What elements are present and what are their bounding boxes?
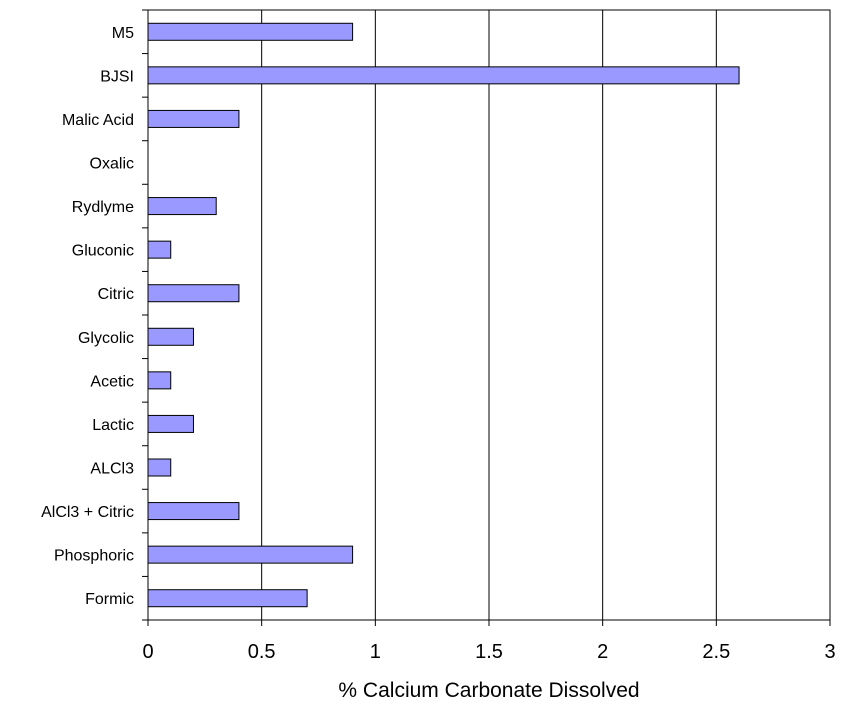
x-tick-label: 2.5 xyxy=(702,641,730,663)
bar xyxy=(147,371,172,390)
bar xyxy=(147,284,240,303)
x-tick-label: 1 xyxy=(370,641,381,663)
category-label: Rydlyme xyxy=(72,199,134,216)
bar xyxy=(147,502,240,521)
category-label: M5 xyxy=(112,25,134,42)
x-tick-label: 0 xyxy=(142,641,153,663)
x-tick-label: 2 xyxy=(597,641,608,663)
category-label: Gluconic xyxy=(72,243,134,260)
x-tick-label: 0.5 xyxy=(248,641,276,663)
category-label: AlCl3 + Citric xyxy=(41,504,134,521)
gridlines xyxy=(261,10,717,620)
category-label: Oxalic xyxy=(90,156,134,173)
bar xyxy=(147,589,308,608)
bar xyxy=(147,22,354,41)
bars xyxy=(147,22,740,608)
category-label: Glycolic xyxy=(78,330,134,347)
x-tick-label: 3 xyxy=(824,641,835,663)
bar xyxy=(147,66,740,85)
category-labels: M5 BJSI Malic Acid Oxalic Rydlyme Gluconic Cit… xyxy=(41,25,134,608)
category-label: BJSI xyxy=(100,68,134,85)
x-tick-label: 1.5 xyxy=(475,641,503,663)
category-label: Citric xyxy=(98,286,134,303)
bar xyxy=(147,109,240,128)
category-label: Lactic xyxy=(92,417,134,434)
bar xyxy=(147,240,172,259)
bar xyxy=(147,414,194,433)
x-tick-labels: 0 0.5 1 1.5 2 2.5 3 xyxy=(142,641,835,663)
x-axis-ticks xyxy=(147,620,831,626)
category-label: Formic xyxy=(85,591,134,608)
category-label: Malic Acid xyxy=(62,112,134,129)
category-label: Acetic xyxy=(90,373,134,390)
category-label: Phosphoric xyxy=(54,548,134,565)
y-axis-ticks xyxy=(142,9,148,621)
category-label: ALCl3 xyxy=(90,461,134,478)
bar xyxy=(147,327,194,346)
x-axis-title: % Calcium Carbonate Dissolved xyxy=(338,679,639,702)
bar xyxy=(147,197,217,216)
bar xyxy=(147,545,354,564)
bar xyxy=(147,458,172,477)
